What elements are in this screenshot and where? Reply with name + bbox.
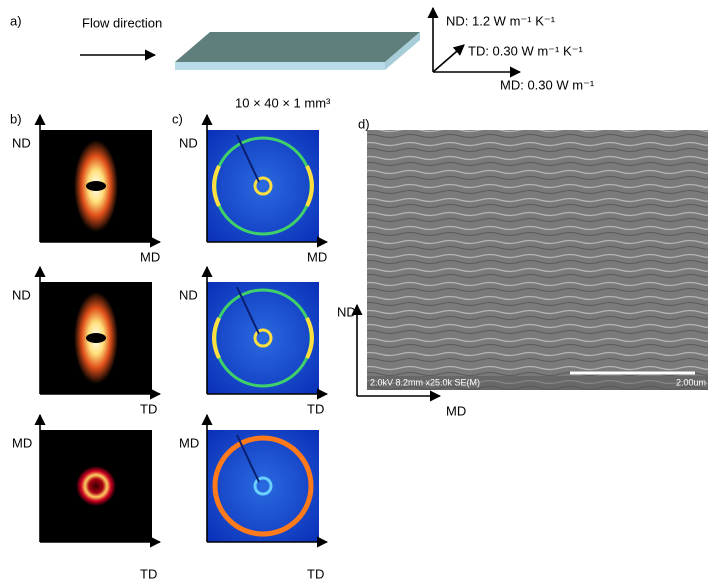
figure: a) Flow direction ND: 1.2 W m⁻¹ K⁻¹ TD: … [0, 0, 708, 582]
axis-label: ND [337, 304, 356, 319]
saxs-pattern [76, 466, 116, 506]
waxs-image [207, 430, 319, 542]
axis-label: ND [12, 135, 31, 150]
axis-label: TD [307, 401, 324, 416]
panel-label: b) [10, 111, 22, 126]
td-conductivity: TD: 0.30 W m⁻¹ K⁻¹ [468, 43, 584, 58]
sample-size: 10 × 40 × 1 mm³ [235, 95, 331, 110]
axis-label: ND [12, 287, 31, 302]
axis-label: MD [446, 403, 466, 418]
panel-label: d) [358, 116, 370, 131]
axis-label: TD [140, 401, 157, 416]
axis-arrow [433, 45, 464, 72]
axis-label: TD [307, 566, 324, 581]
axis-label: ND [179, 287, 198, 302]
axis-label: MD [307, 249, 327, 264]
sem-info: 2.0kV 8.2mm x25.0k SE(M) [370, 377, 480, 387]
slab-edge [175, 62, 385, 70]
sem-image [367, 130, 708, 390]
axis-label: MD [12, 435, 32, 450]
beam-stop [86, 181, 106, 191]
scale-bar-label: 2.00um [676, 377, 706, 387]
panel-label: c) [172, 111, 183, 126]
waxs-image [207, 282, 319, 394]
nd-conductivity: ND: 1.2 W m⁻¹ K⁻¹ [446, 13, 556, 28]
axis-label: TD [140, 566, 157, 581]
axis-label: MD [179, 435, 199, 450]
beam-stop [86, 333, 106, 343]
axis-label: MD [140, 249, 160, 264]
axis-label: ND [179, 135, 198, 150]
slab [175, 32, 420, 62]
md-conductivity: MD: 0.30 W m⁻¹ [500, 77, 595, 92]
flow-label: Flow direction [82, 15, 162, 30]
panel-label: a) [10, 13, 22, 28]
waxs-image [207, 130, 319, 242]
